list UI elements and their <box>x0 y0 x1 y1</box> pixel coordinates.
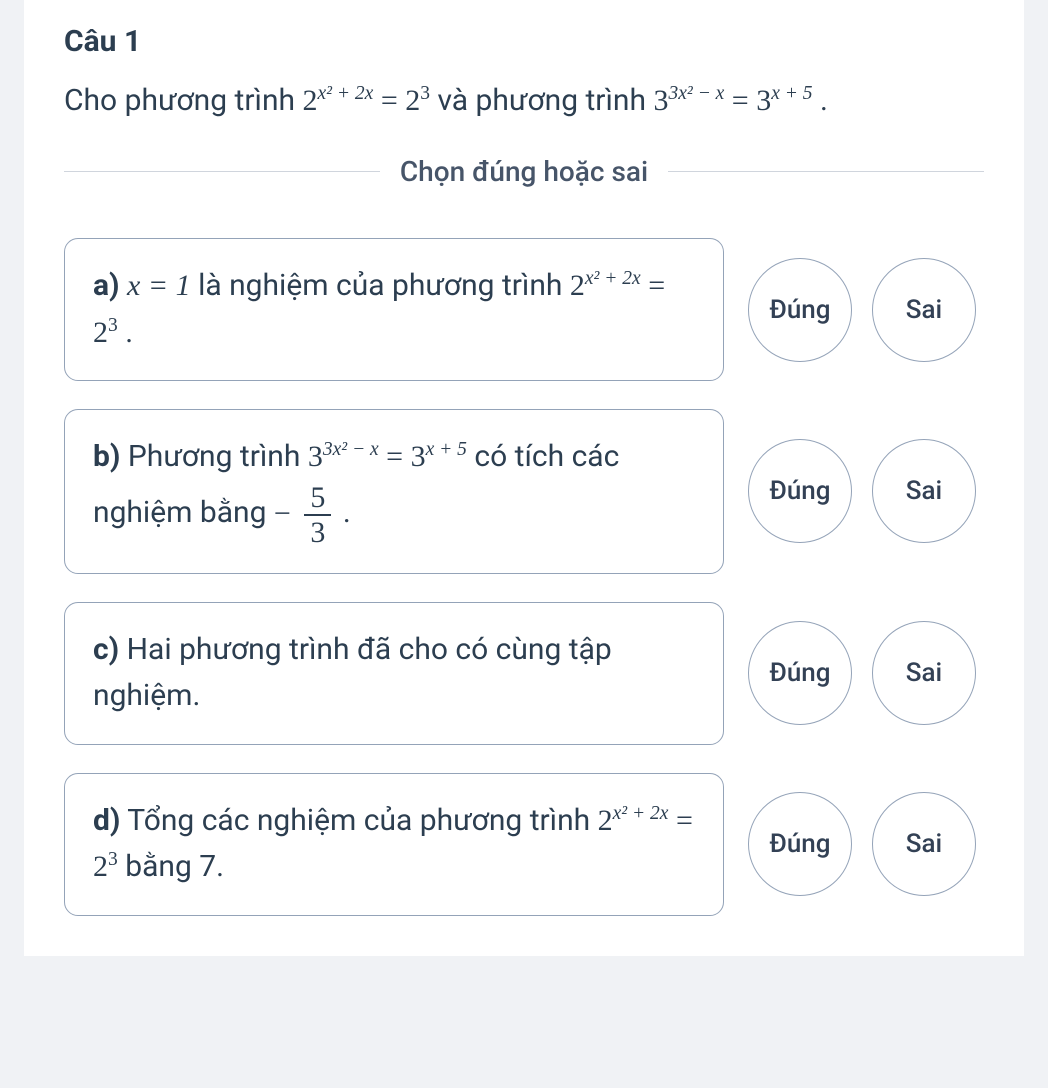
option-d-pre: Tổng các nghiệm của phương trình <box>127 803 597 838</box>
option-row-b: b) Phương trình 33x² − x = 3x + 5 có tíc… <box>64 409 984 574</box>
question-body: Cho phương trình 2x² + 2x = 23 và phương… <box>64 77 984 125</box>
question-container: Câu 1 Cho phương trình 2x² + 2x = 23 và … <box>24 0 1024 956</box>
option-label-b: b) <box>93 439 120 474</box>
body-mid: và phương trình <box>437 83 653 118</box>
option-card-c: c) Hai phương trình đã cho có cùng tập n… <box>64 602 724 745</box>
option-a-lhs: x = 1 <box>127 269 191 302</box>
question-title: Câu 1 <box>64 24 984 59</box>
equation-1: 2x² + 2x = 23 <box>302 84 437 117</box>
false-button-a[interactable]: Sai <box>872 258 976 362</box>
option-label-a: a) <box>93 268 120 303</box>
option-label-c: c) <box>93 632 119 667</box>
option-d-buttons: Đúng Sai <box>748 792 976 896</box>
option-b-pre: Phương trình <box>128 439 308 474</box>
option-a-end: . <box>125 315 133 350</box>
equation-2: 33x² − x = 3x + 5 <box>653 84 820 117</box>
true-button-c[interactable]: Đúng <box>748 621 852 725</box>
true-button-a[interactable]: Đúng <box>748 258 852 362</box>
divider-text: Chọn đúng hoặc sai <box>380 155 668 188</box>
false-button-c[interactable]: Sai <box>872 621 976 725</box>
body-end: . <box>820 83 828 118</box>
option-card-d: d) Tổng các nghiệm của phương trình 2x² … <box>64 773 724 916</box>
options-list: a) x = 1 là nghiệm của phương trình 2x² … <box>64 238 984 916</box>
option-a-mid: là nghiệm của phương trình <box>198 268 570 303</box>
true-button-b[interactable]: Đúng <box>748 439 852 543</box>
option-b-buttons: Đúng Sai <box>748 439 976 543</box>
option-card-a: a) x = 1 là nghiệm của phương trình 2x² … <box>64 238 724 381</box>
option-b-frac: − 5 3 <box>274 495 343 528</box>
option-row-a: a) x = 1 là nghiệm của phương trình 2x² … <box>64 238 984 381</box>
option-row-c: c) Hai phương trình đã cho có cùng tập n… <box>64 602 984 745</box>
option-c-text: Hai phương trình đã cho có cùng tập nghi… <box>93 632 612 714</box>
option-b-eq: 33x² − x = 3x + 5 <box>308 440 475 473</box>
true-button-d[interactable]: Đúng <box>748 792 852 896</box>
divider-line-right <box>668 171 984 172</box>
divider-line-left <box>64 171 380 172</box>
option-row-d: d) Tổng các nghiệm của phương trình 2x² … <box>64 773 984 916</box>
option-b-end: . <box>343 494 351 529</box>
false-button-b[interactable]: Sai <box>872 439 976 543</box>
option-a-buttons: Đúng Sai <box>748 258 976 362</box>
false-button-d[interactable]: Sai <box>872 792 976 896</box>
option-card-b: b) Phương trình 33x² − x = 3x + 5 có tíc… <box>64 409 724 574</box>
option-d-end: bằng 7. <box>125 849 224 884</box>
body-pre: Cho phương trình <box>64 83 302 118</box>
option-c-buttons: Đúng Sai <box>748 621 976 725</box>
section-divider: Chọn đúng hoặc sai <box>64 155 984 188</box>
option-label-d: d) <box>93 803 120 838</box>
